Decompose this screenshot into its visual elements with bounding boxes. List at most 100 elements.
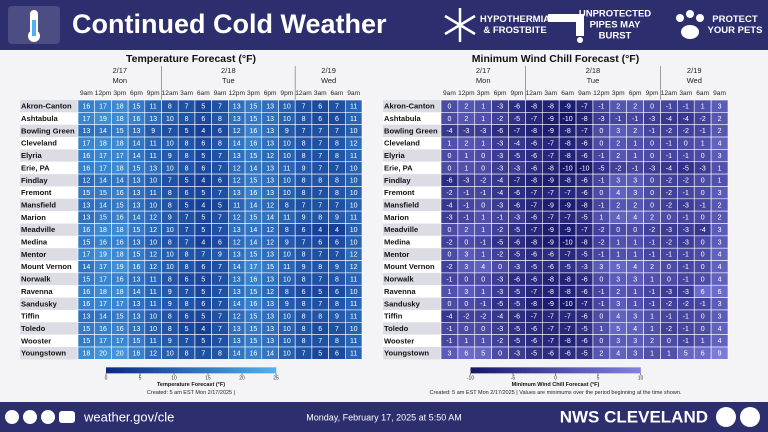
cell-value: 14	[233, 301, 241, 308]
time-label: 12am	[162, 90, 179, 97]
row-label: Ashtabula	[384, 114, 421, 123]
cell-value: -7	[548, 153, 554, 160]
cell-value: 17	[99, 104, 107, 111]
cell-value: 5	[201, 276, 205, 283]
cell-value: 13	[133, 190, 141, 197]
row-label: Mansfield	[384, 200, 419, 209]
cell-value: 13	[233, 326, 241, 333]
cell-value: 14	[133, 215, 141, 222]
cell-value: 13	[133, 128, 141, 135]
cell-value: 10	[166, 116, 174, 123]
cell-value: -6	[514, 104, 520, 111]
cell-value: 0	[701, 326, 705, 333]
cell-value: -2	[666, 239, 672, 246]
cell-value: 6	[335, 116, 339, 123]
cell-value: -3	[497, 202, 503, 209]
cell-value: 4	[201, 202, 205, 209]
cell-value: -1	[683, 190, 689, 197]
colorbar	[186, 367, 192, 374]
colorbar-tick-label: 10	[171, 376, 177, 382]
cell-value: 17	[82, 141, 90, 148]
cell	[710, 346, 729, 360]
time-label: 12am	[661, 90, 678, 97]
cell-value: 7	[318, 338, 322, 345]
colorbar	[483, 367, 488, 374]
cell-value: 14	[133, 141, 141, 148]
cell-value: -9	[565, 104, 571, 111]
colorbar	[525, 367, 531, 374]
cell-value: 0	[667, 215, 671, 222]
colorbar	[610, 367, 616, 374]
row-label: Cleveland	[384, 139, 420, 148]
cell-value: -6	[581, 141, 587, 148]
cell-value: 9	[168, 215, 172, 222]
row-label-bg	[20, 297, 78, 310]
cell-value: 8	[302, 313, 306, 320]
cell-value: 10	[350, 239, 358, 246]
cell-value: 13	[82, 313, 90, 320]
row-label: Mount Vernon	[21, 262, 72, 271]
cell-value: -1	[666, 252, 672, 259]
cell-value: 13	[233, 190, 241, 197]
chart-title: Minimum Wind Chill Forecast (°F)	[472, 53, 639, 65]
cell-value: -3	[598, 116, 604, 123]
cell-value: -7	[581, 227, 587, 234]
cell-value: -1	[666, 141, 672, 148]
cell-value: 0	[481, 276, 485, 283]
cell-value: 4	[481, 264, 485, 271]
cell-value: -5	[581, 326, 587, 333]
cell-value: -7	[548, 338, 554, 345]
cell-value: 11	[350, 215, 357, 222]
cell-value: 15	[82, 239, 90, 246]
cell-value: 19	[116, 264, 124, 271]
row-label: Marion	[21, 213, 46, 222]
cell-value: -1	[598, 301, 604, 308]
cell-value: 16	[82, 227, 90, 234]
colorbar	[479, 367, 484, 374]
cell-value: -1	[446, 276, 452, 283]
cell-value: 16	[250, 190, 258, 197]
row-label: Bowling Green	[21, 126, 75, 135]
cell-value: 12	[149, 252, 157, 259]
cell-value: 2	[718, 128, 722, 135]
cell-value: 16	[116, 276, 124, 283]
cell-value: 0	[481, 326, 485, 333]
cell-value: 2	[650, 264, 654, 271]
cell-value: 2	[464, 116, 468, 123]
cell-value: -6	[548, 252, 554, 259]
cell-value: 6	[302, 289, 306, 296]
colorbar	[161, 367, 166, 374]
row-label-bg	[20, 186, 78, 199]
snowflake-icon	[444, 8, 476, 42]
cell-value: -8	[531, 239, 537, 246]
colorbar-label: Temperature Forecast (°F)	[157, 382, 225, 388]
colorbar	[508, 367, 514, 374]
cell-value: -9	[565, 227, 571, 234]
row-label: Findlay	[384, 176, 411, 185]
cell-value: 0	[650, 104, 654, 111]
cell-value: -7	[531, 116, 537, 123]
cell-value: 0	[481, 202, 485, 209]
colorbar	[195, 367, 200, 374]
cell-value: -1	[463, 202, 469, 209]
cell-value: -5	[514, 326, 520, 333]
cell-value: 1	[701, 104, 705, 111]
cell-value: -1	[683, 104, 689, 111]
cell-value: 13	[233, 338, 241, 345]
cell-value: 8	[185, 351, 189, 358]
cell-value: 13	[133, 202, 141, 209]
cell-value: 8	[302, 141, 306, 148]
colorbar-tick-label: 20	[239, 376, 245, 382]
row-label-bg	[383, 322, 441, 335]
cell-value: 16	[133, 116, 141, 123]
cell-value: 0	[701, 276, 705, 283]
cell-value: 1	[481, 104, 485, 111]
cell-value: 4	[633, 326, 637, 333]
cell-value: 11	[350, 276, 357, 283]
cell-value: -5	[497, 301, 503, 308]
cell-value: 7	[318, 301, 322, 308]
row-label: Sandusky	[384, 299, 421, 308]
cell-value: 14	[133, 289, 141, 296]
cell-value: 5	[318, 289, 322, 296]
cell-value: 11	[350, 301, 357, 308]
